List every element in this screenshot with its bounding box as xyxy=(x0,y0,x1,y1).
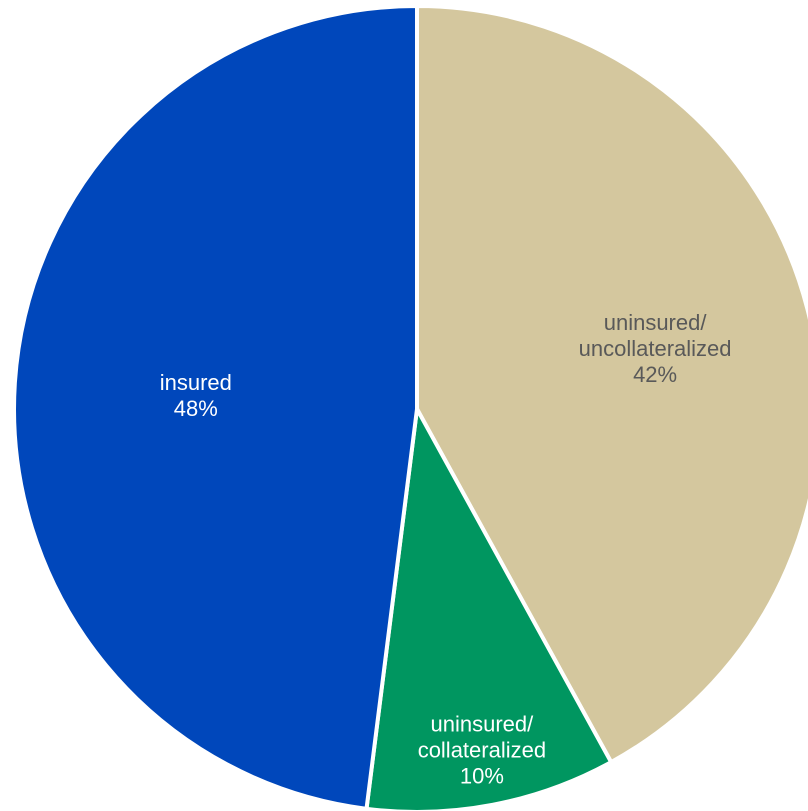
slice-category-label: uninsured/ xyxy=(431,711,535,736)
slice-value-label: 42% xyxy=(633,362,677,387)
pie-slice-label-1: uninsured/uncollateralized 42% xyxy=(579,310,732,387)
slice-value-label: 10% xyxy=(460,763,504,788)
slice-category-label: uncollateralized xyxy=(579,336,732,361)
slice-category-label: collateralized xyxy=(418,737,546,762)
slice-value-label: 48% xyxy=(174,396,218,421)
pie-slice-3 xyxy=(12,4,419,811)
slice-category-label: insured xyxy=(160,370,232,395)
slice-category-label: uninsured/ xyxy=(604,310,708,335)
pie-labels: uninsured/uncollateralized 42%uninsured/c… xyxy=(160,310,732,789)
pie-slice-1 xyxy=(415,4,808,765)
pie-slice-label-2: uninsured/collateralized 10% xyxy=(418,711,546,788)
pie-slices xyxy=(12,4,808,811)
pie-slice-label-3: insured 48% xyxy=(160,370,232,421)
